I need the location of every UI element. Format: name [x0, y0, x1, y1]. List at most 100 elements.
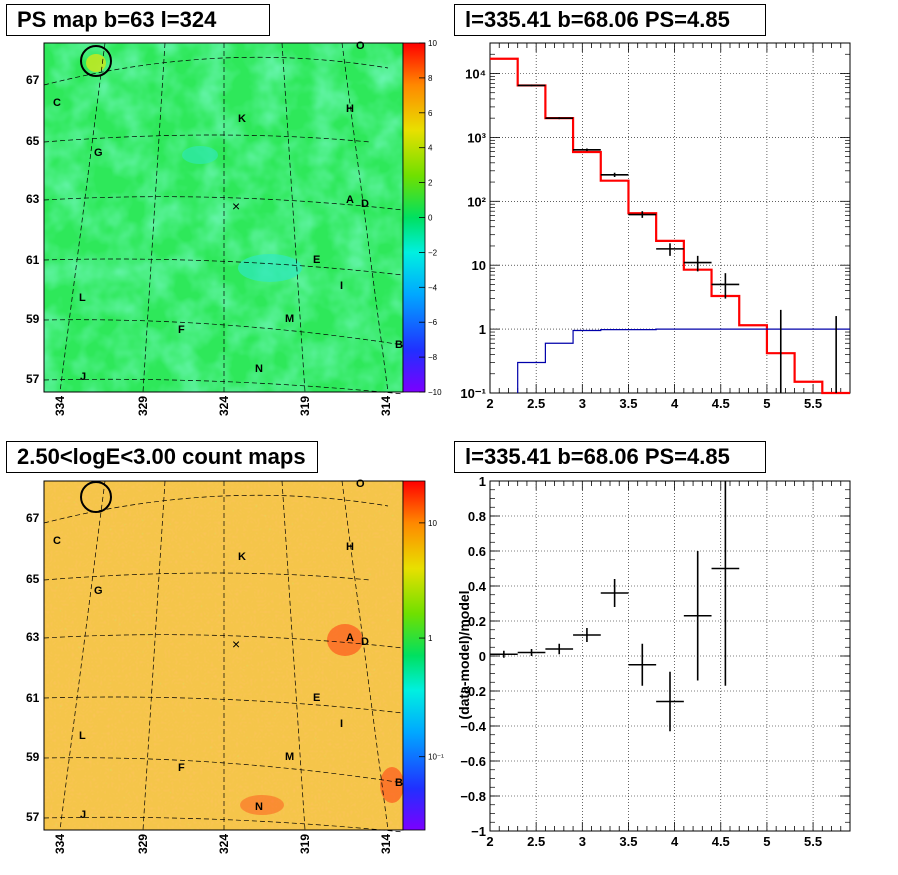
x-tick-label: 5 [763, 834, 770, 849]
y-tick-label: −0.8 [460, 789, 486, 804]
ps-map-x-ticks: 334 329 324 319 314 [53, 396, 393, 416]
map-x-tick-label: 324 [217, 834, 231, 854]
map-source-label: D [361, 636, 369, 648]
count-map-colorbar-ticks: 10 1 10⁻¹ [419, 519, 444, 762]
map-source-label: J [80, 809, 86, 821]
y-tick-label: 0 [479, 649, 486, 664]
count-map-y-ticks: 67 65 63 61 59 57 [26, 511, 40, 824]
count-map-panel: × O C K H G A D E I L M F B N J 67 65 63 61 59 57 334 329 324… [26, 478, 444, 854]
colorbar-tick-label: −4 [428, 283, 438, 292]
map-x-tick-label: 329 [136, 834, 150, 854]
y-tick-label: 0.6 [468, 544, 486, 559]
count-map-hot-spot [240, 795, 284, 815]
map-source-label: H [346, 103, 354, 115]
map-y-tick-label: 65 [26, 572, 40, 586]
colorbar-tick-label: 0 [428, 214, 433, 223]
residual-y-axis-label: (data-model)/model [456, 590, 472, 719]
y-tick-label: 10³ [467, 130, 486, 145]
ps-map-colorbar-ticks: 10 8 6 4 2 0 −2 −4 −6 −8 −10 [419, 39, 442, 397]
map-x-tick-label: 329 [136, 396, 150, 416]
map-y-tick-label: 67 [26, 511, 40, 525]
colorbar-tick-label: −2 [428, 248, 438, 257]
x-tick-label: 3.5 [619, 396, 637, 411]
ps-map-coordinate-grid [43, 42, 404, 395]
ps-map-bright-spot [86, 54, 106, 72]
y-tick-label: 1 [479, 474, 486, 489]
map-source-label: C [53, 535, 61, 547]
map-source-label: L [79, 292, 86, 304]
count-map-coordinate-grid [43, 480, 404, 833]
y-tick-label: 10 [472, 258, 486, 273]
map-source-label: J [80, 371, 86, 383]
x-tick-label: 5.5 [804, 396, 822, 411]
x-tick-label: 3 [579, 396, 586, 411]
ps-map-highlight-circle [80, 45, 112, 77]
map-y-tick-label: 59 [26, 750, 40, 764]
map-y-tick-label: 67 [26, 73, 40, 87]
map-source-label: A [346, 632, 354, 644]
map-source-label: G [94, 147, 103, 159]
count-map-hot-spot [327, 624, 363, 656]
residual-title: l=335.41 b=68.06 PS=4.85 [454, 441, 766, 473]
ps-map-center-marker: × [232, 198, 240, 214]
ps-map-title: PS map b=63 l=324 [6, 4, 270, 36]
y-tick-label: −1 [471, 824, 486, 839]
ps-map-source-labels: O C K H G A D E I L M F B N J [53, 40, 403, 383]
count-map-colorbar-frame [402, 480, 426, 831]
map-source-label: M [285, 313, 294, 325]
y-tick-label: 1 [479, 322, 486, 337]
map-y-tick-label: 61 [26, 691, 40, 705]
colorbar-tick-label: −8 [428, 353, 438, 362]
map-source-label: B [395, 339, 403, 351]
map-source-label: A [346, 194, 354, 206]
map-source-label: L [79, 730, 86, 742]
colorbar-tick-label: 10⁻¹ [428, 753, 444, 762]
x-tick-label: 4 [671, 396, 679, 411]
count-map-center-marker: × [232, 636, 240, 652]
y-tick-label: 10² [467, 194, 486, 209]
map-source-label: B [395, 777, 403, 789]
count-map-highlight-circle [80, 481, 112, 513]
map-source-label: F [178, 324, 185, 336]
map-y-tick-label: 61 [26, 253, 40, 267]
count-map-hot-spot [380, 767, 404, 803]
y-tick-label: −0.4 [460, 719, 486, 734]
map-x-tick-label: 334 [53, 396, 67, 416]
map-x-tick-label: 319 [298, 396, 312, 416]
map-x-tick-label: 334 [53, 834, 67, 854]
map-source-label: E [313, 692, 320, 704]
x-tick-label: 4.5 [712, 834, 730, 849]
colorbar-tick-label: 1 [428, 634, 433, 643]
y-tick-label: −0.2 [460, 684, 486, 699]
map-source-label: O [356, 478, 365, 490]
colorbar-tick-label: 8 [428, 74, 433, 83]
ps-map-panel: × O C K H G A D E I L M F B N J 67 65 63 61 59 57 334 329 324… [26, 39, 442, 416]
x-tick-label: 4 [671, 834, 679, 849]
colorbar-tick-label: −10 [428, 388, 442, 397]
map-x-tick-label: 314 [379, 834, 393, 854]
colorbar-tick-label: 4 [428, 144, 433, 153]
map-y-tick-label: 63 [26, 192, 40, 206]
y-tick-label: 0.2 [468, 614, 486, 629]
map-source-label: H [346, 541, 354, 553]
count-map-source-labels: O C K H G A D E I L M F B N J [53, 478, 403, 821]
x-tick-label: 3 [579, 834, 586, 849]
count-map-title: 2.50<logE<3.00 count maps [6, 441, 318, 473]
map-source-label: I [340, 280, 343, 292]
map-source-label: F [178, 762, 185, 774]
colorbar-tick-label: −6 [428, 318, 438, 327]
x-tick-label: 2 [486, 834, 493, 849]
map-x-tick-label: 324 [217, 396, 231, 416]
y-tick-label: 10⁴ [465, 66, 486, 81]
ps-map-cyan-patch [238, 254, 302, 282]
y-tick-label: 10⁻¹ [460, 386, 486, 401]
map-source-label: G [94, 585, 103, 597]
colorbar-tick-label: 10 [428, 519, 437, 528]
map-source-label: N [255, 363, 263, 375]
map-source-label: O [356, 40, 365, 52]
y-tick-label: −0.6 [460, 754, 486, 769]
map-source-label: E [313, 254, 320, 266]
ps-map-texture [44, 43, 403, 392]
map-x-tick-label: 314 [379, 396, 393, 416]
map-source-label: N [255, 801, 263, 813]
